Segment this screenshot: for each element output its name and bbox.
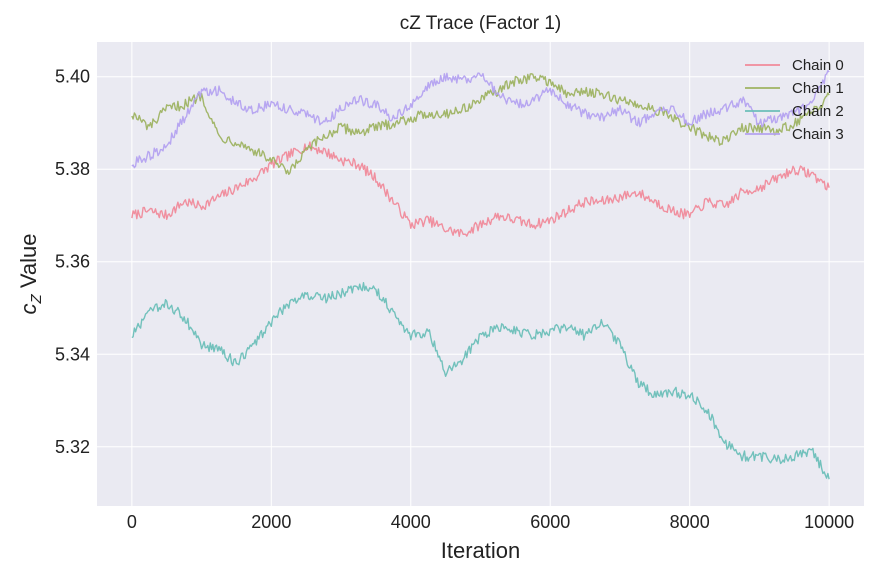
x-tick-label: 6000 <box>530 512 570 532</box>
x-axis-label: Iteration <box>441 538 521 563</box>
legend-label: Chain 2 <box>792 103 844 120</box>
legend-label: Chain 3 <box>792 126 844 143</box>
y-axis-label-symbol: c <box>16 303 41 314</box>
y-tick-label: 5.40 <box>55 67 90 87</box>
legend: Chain 0 Chain 1 Chain 2 Chain 3 <box>745 57 844 143</box>
series-line-chain-1 <box>131 73 830 176</box>
x-tick-label: 4000 <box>391 512 431 532</box>
y-axis-label: cZ Value <box>16 234 45 315</box>
y-tick-label: 5.36 <box>55 252 90 272</box>
x-tick-label: 0 <box>127 512 137 532</box>
legend-label: Chain 1 <box>792 80 844 97</box>
y-tick-label: 5.38 <box>55 159 90 179</box>
tick-labels: 0 2000 4000 6000 8000 10000 5.32 5.34 5.36 5.38 5.… <box>55 67 854 532</box>
series-line-chain-3 <box>131 69 830 169</box>
x-tick-label: 8000 <box>670 512 710 532</box>
plot-area <box>97 42 864 506</box>
series-lines <box>131 69 830 480</box>
y-tick-label: 5.32 <box>55 437 90 457</box>
x-tick-label: 10000 <box>804 512 854 532</box>
series-line-chain-0 <box>131 141 830 238</box>
y-axis-label-text: Value <box>16 234 41 295</box>
legend-label: Chain 0 <box>792 57 844 74</box>
y-tick-label: 5.34 <box>55 344 90 364</box>
chart-title: cZ Trace (Factor 1) <box>400 13 562 34</box>
x-tick-label: 2000 <box>251 512 291 532</box>
y-axis-label-subscript: Z <box>28 293 45 304</box>
series-line-chain-2 <box>131 282 830 480</box>
